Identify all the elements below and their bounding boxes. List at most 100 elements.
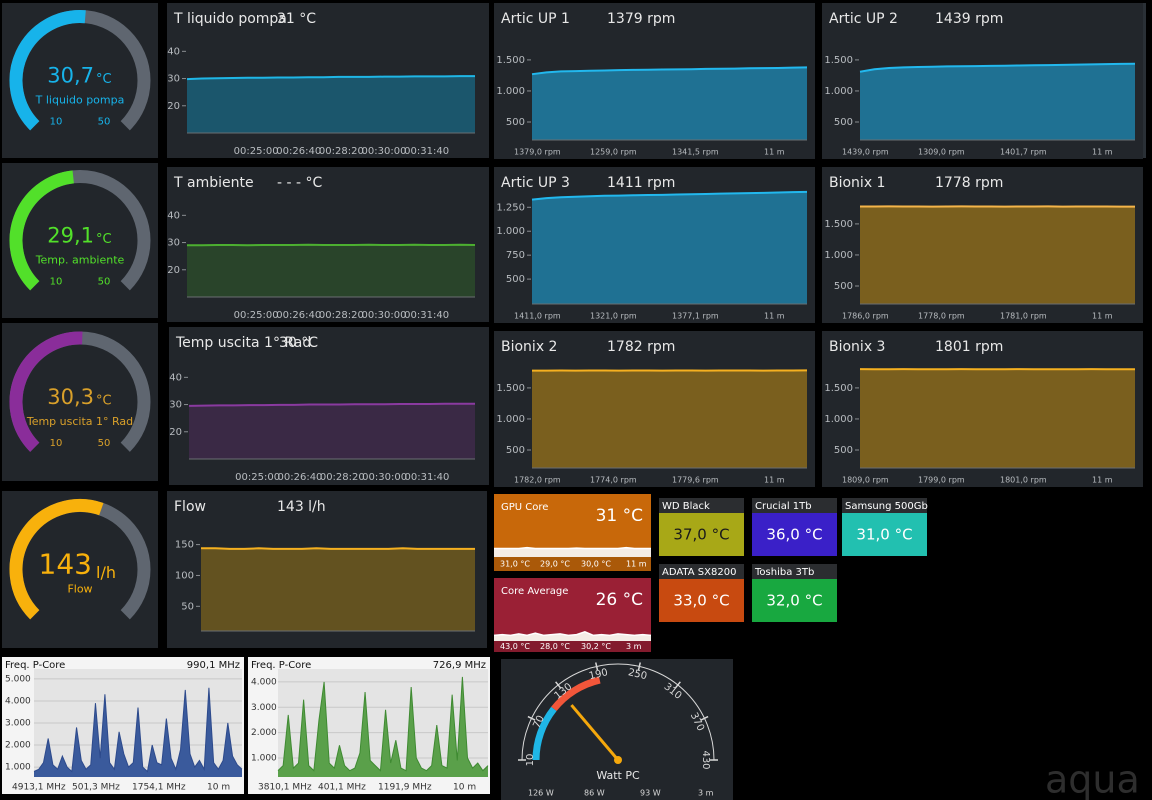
chart-value: 1411 rpm: [607, 175, 675, 191]
chart-value: 1778 rpm: [935, 175, 1003, 191]
gauge-arc: [9, 10, 86, 131]
tile-title: GPU Core: [501, 502, 548, 513]
gauge-value: 143: [39, 548, 92, 581]
chart-title: T liquido pompa: [173, 11, 287, 27]
area: [201, 548, 475, 631]
y-tick-label: 500: [834, 281, 853, 292]
gauge-arc: [9, 170, 75, 291]
watt-needle: [570, 704, 620, 761]
y-tick-label: 1.500: [824, 55, 853, 66]
y-tick-label: 1.000: [824, 414, 853, 425]
footer-stat: 1809,0 rpm: [842, 476, 889, 485]
gauge-tick-label: 50: [98, 438, 111, 449]
footer-stat: 1379,0 rpm: [514, 148, 561, 157]
y-tick-label: 1.000: [5, 763, 31, 773]
disk-value: 36,0 °C: [766, 526, 822, 544]
chart-value: 1379 rpm: [607, 11, 675, 27]
tile-footer-stat: 11 m: [626, 560, 647, 569]
y-tick-label: 5.000: [5, 674, 31, 684]
footer-stat: 1401,7 rpm: [1000, 148, 1047, 157]
x-tick-label: 00:25:00: [235, 472, 280, 483]
gauge-panel: [2, 491, 158, 648]
x-tick-label: 00:30:00: [362, 310, 407, 321]
x-tick-label: 00:25:00: [234, 310, 279, 321]
footer-stat: 3810,1 MHz: [258, 783, 312, 793]
area: [187, 76, 475, 133]
line: [531, 190, 808, 201]
watt-tick-label: 430: [700, 750, 711, 769]
y-tick-label: 500: [834, 117, 853, 128]
gauge-tick-label: 10: [50, 277, 63, 288]
chart-title: Artic UP 1: [501, 11, 570, 27]
y-tick-label: 40: [167, 46, 180, 57]
watt-footer-stat: 126 W: [528, 789, 554, 798]
disk-name: ADATA SX8200: [662, 567, 736, 578]
area: [278, 676, 488, 777]
y-tick-label: 1.500: [496, 383, 525, 394]
x-tick-label: 00:26:40: [276, 310, 321, 321]
tile-spark-area: [494, 547, 651, 557]
footer-stat: 1191,9 MHz: [378, 783, 432, 793]
disk-name: Samsung 500Gb: [845, 501, 928, 512]
disk-name: Toshiba 3Tb: [754, 567, 814, 578]
footer-stat: 11 m: [764, 148, 785, 157]
area: [532, 370, 807, 468]
chart-title: Bionix 2: [501, 339, 557, 355]
disk-name: Crucial 1Tb: [755, 501, 812, 512]
chart-title: Artic UP 2: [829, 11, 898, 27]
y-tick-label: 500: [506, 445, 525, 456]
footer-stat: 1782,0 rpm: [514, 476, 561, 485]
x-tick-label: 00:31:40: [404, 310, 449, 321]
footer-stat: 1341,5 rpm: [672, 148, 719, 157]
chart-value: 30 °C: [279, 335, 318, 351]
y-tick-label: 40: [167, 210, 180, 221]
footer-stat: 1377,1 rpm: [672, 312, 719, 321]
tile-footer-stat: 30,0 °C: [581, 560, 611, 569]
y-tick-label: 30: [167, 74, 180, 85]
y-tick-label: 750: [506, 250, 525, 261]
chart-value: 1782 rpm: [607, 339, 675, 355]
y-tick-label: 50: [181, 601, 194, 612]
tile-foot: [494, 557, 651, 571]
x-tick-label: 00:31:40: [404, 472, 449, 483]
area: [189, 403, 475, 459]
gauge-label: T liquido pompa: [35, 94, 125, 107]
chart-title: Artic UP 3: [501, 175, 570, 191]
watermark: aqua: [1045, 758, 1140, 800]
y-tick-label: 1.500: [824, 383, 853, 394]
footer-stat: 11 m: [1092, 148, 1113, 157]
disk-body: [752, 579, 837, 622]
y-tick-label: 1.250: [496, 202, 525, 213]
gauge-panel: [2, 163, 158, 318]
y-tick-label: 4.000: [5, 696, 31, 706]
gauge-panel: [2, 323, 158, 481]
watt-tick: [595, 662, 599, 671]
x-tick-label: 00:28:20: [319, 146, 364, 157]
y-tick-label: 500: [506, 274, 525, 285]
tile-footer-stat: 3 m: [626, 642, 642, 651]
gauge-tick-label: 10: [50, 117, 63, 128]
y-tick-label: 1.000: [824, 86, 853, 97]
y-tick-label: 500: [506, 117, 525, 128]
watt-tick-label: 70: [531, 714, 546, 730]
gauge-unit: °C: [96, 72, 112, 87]
y-tick-label: 30: [167, 238, 180, 249]
gauge-label: Flow: [67, 583, 92, 596]
x-tick-label: 00:31:40: [404, 146, 449, 157]
line: [188, 402, 475, 407]
y-tick-label: 100: [175, 570, 194, 581]
tile-title: Core Average: [501, 586, 568, 597]
chart-title: Temp uscita 1° Rad: [175, 335, 311, 351]
gauge-unit: l/h: [96, 563, 116, 582]
y-tick-label: 3.000: [251, 703, 277, 713]
line: [201, 547, 475, 550]
watt-tick: [674, 681, 681, 689]
footer-stat: 1799,0 rpm: [918, 476, 965, 485]
gauge-tick-label: 10: [50, 438, 63, 449]
y-tick-label: 20: [169, 427, 182, 438]
x-tick-label: 00:26:40: [276, 146, 321, 157]
watt-scale: [521, 663, 715, 761]
tile-footer-stat: 30,2 °C: [581, 642, 611, 651]
x-tick-label: 00:28:20: [320, 472, 365, 483]
watt-tick: [555, 681, 562, 689]
